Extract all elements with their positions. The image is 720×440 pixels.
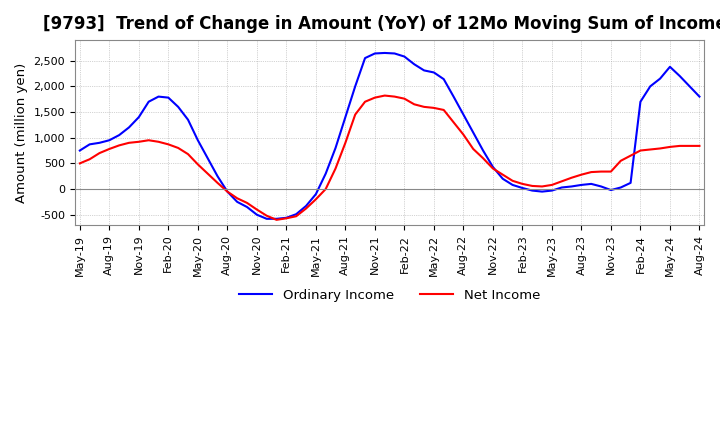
Y-axis label: Amount (million yen): Amount (million yen) — [15, 62, 28, 203]
Ordinary Income — [695, 94, 703, 99]
Net Income — [76, 161, 84, 166]
Ordinary Income — [380, 50, 389, 55]
Net Income — [439, 107, 448, 113]
Net Income — [400, 96, 409, 101]
Net Income — [695, 143, 703, 149]
Line: Net Income: Net Income — [80, 95, 699, 220]
Ordinary Income — [76, 148, 84, 153]
Ordinary Income — [498, 176, 507, 181]
Ordinary Income — [489, 164, 498, 169]
Ordinary Income — [341, 114, 350, 120]
Ordinary Income — [154, 94, 163, 99]
Net Income — [341, 140, 350, 146]
Ordinary Income — [262, 216, 271, 221]
Net Income — [272, 217, 281, 223]
Net Income — [489, 166, 498, 171]
Ordinary Income — [400, 54, 409, 59]
Line: Ordinary Income: Ordinary Income — [80, 53, 699, 219]
Net Income — [154, 139, 163, 144]
Ordinary Income — [439, 77, 448, 82]
Legend: Ordinary Income, Net Income: Ordinary Income, Net Income — [234, 283, 545, 307]
Net Income — [380, 93, 389, 98]
Title: [9793]  Trend of Change in Amount (YoY) of 12Mo Moving Sum of Incomes: [9793] Trend of Change in Amount (YoY) o… — [42, 15, 720, 33]
Net Income — [498, 172, 507, 177]
